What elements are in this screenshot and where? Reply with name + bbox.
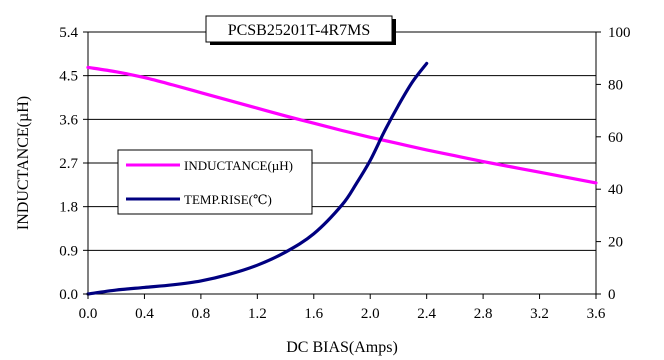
y2-tick-label: 80: [608, 77, 623, 93]
y2-axis-ticks: 0 20 40 60 80 100: [596, 25, 631, 303]
chart-title: PCSB25201T-4R7MS: [228, 22, 371, 39]
series-line-temp-rise: [86, 61, 429, 296]
y-tick-label: 5.4: [59, 25, 78, 41]
x-axis-label: DC BIAS(Amps): [286, 339, 398, 356]
y2-tick-label: 20: [608, 235, 623, 251]
x-tick-label: 0.4: [135, 306, 154, 322]
legend-label-temp-rise: TEMP.RISE(℃): [184, 192, 272, 207]
y-tick-label: 3.6: [59, 112, 78, 128]
y-tick-label: 1.8: [59, 200, 78, 216]
y2-tick-label: 0: [608, 287, 616, 303]
legend-box: [117, 149, 313, 215]
x-tick-label: 2.4: [417, 306, 436, 322]
y2-tick-label: 100: [608, 25, 631, 41]
x-tick-label: 3.6: [587, 306, 606, 322]
y-tick-label: 2.7: [59, 156, 78, 172]
legend: INDUCTANCE(µH) TEMP.RISE(℃): [117, 149, 313, 215]
x-tick-label: 1.6: [304, 306, 323, 322]
y-axis-label: INDUCTANCE(µH): [15, 96, 32, 230]
title-box: [205, 15, 393, 43]
x-tick-label: 2.8: [474, 306, 493, 322]
y-tick-label: 0.9: [59, 243, 78, 259]
x-tick-label: 0.8: [192, 306, 211, 322]
x-tick-label: 2.0: [361, 306, 380, 322]
y-axis-ticks: 0.0 0.9 1.8 2.7 3.6 4.5 5.4: [59, 25, 88, 303]
x-axis-ticks: 0.0 0.4 0.8 1.2 1.6 2.0 2.4 2.8 3.2 3.6: [79, 294, 606, 322]
x-tick-label: 1.2: [248, 306, 267, 322]
x-tick-label: 0.0: [79, 306, 98, 322]
series-line-inductance: [86, 65, 598, 185]
series-lines: [86, 61, 598, 296]
y2-tick-label: 60: [608, 130, 623, 146]
y-tick-label: 0.0: [59, 287, 78, 303]
x-tick-label: 3.2: [530, 306, 549, 322]
legend-label-inductance: INDUCTANCE(µH): [184, 158, 293, 173]
y-tick-label: 4.5: [59, 69, 78, 85]
y2-tick-label: 40: [608, 182, 623, 198]
